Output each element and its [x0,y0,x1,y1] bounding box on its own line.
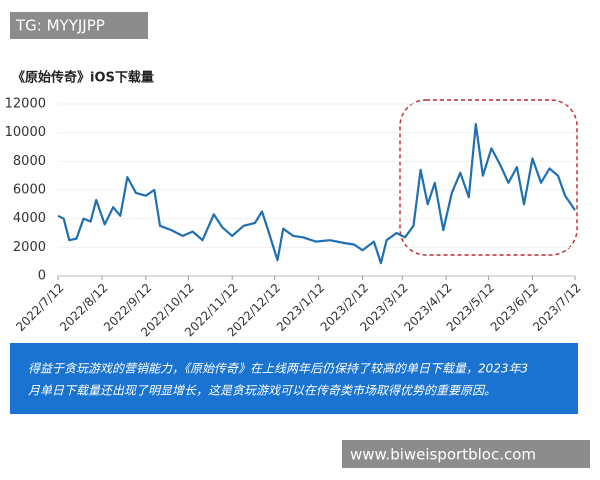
chart-title: 《原始传奇》iOS下载量 [12,70,154,86]
watermark: TG: MYYJJPP [15,17,105,35]
y-tick-label: 4000 [13,211,46,226]
watermark-box [10,12,148,39]
y-tick-label: 12000 [5,97,46,112]
y-tick-label: 2000 [13,240,46,255]
line [57,123,576,265]
annotation-line: 得益于贪玩游戏的营销能力，《原始传奇》在上线两年后仍保持了较高的单日下载量，20… [28,362,528,376]
watermark: www.biweisportbloc.com [350,446,536,464]
annotation-box [10,343,578,414]
y-tick-label: 0 [38,269,46,284]
highlight-box [399,99,578,256]
annotation-line: 月单日下载量还出现了明显增长，这是贪玩游戏可以在传奇类市场取得优势的重要原因。 [28,384,496,398]
y-tick-label: 10000 [5,125,46,140]
y-tick-label: 6000 [13,183,46,198]
watermark-box [342,440,590,468]
y-tick-label: 8000 [13,154,46,169]
